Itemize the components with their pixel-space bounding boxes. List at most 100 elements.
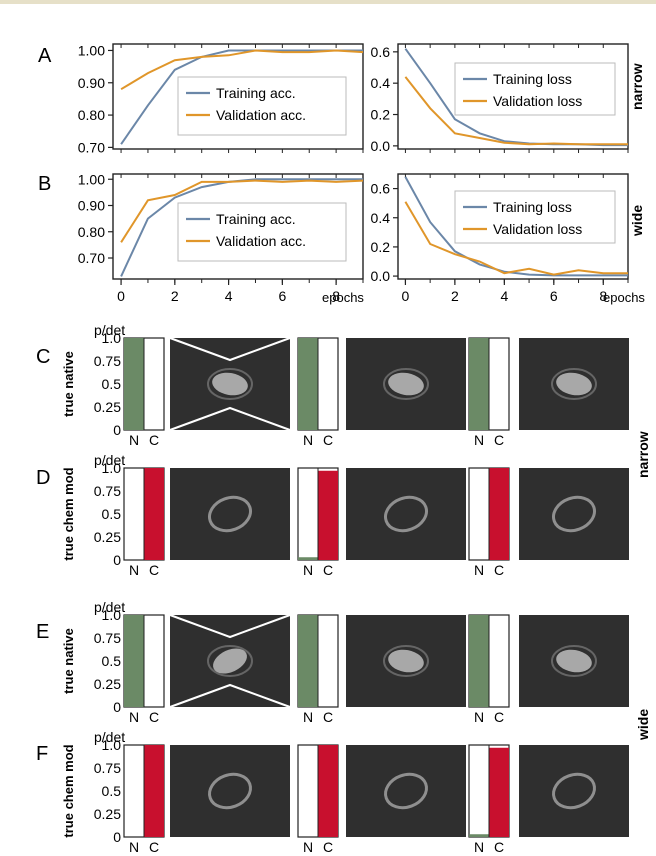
x-tick-label: 0	[117, 288, 125, 304]
bar-y-tick-label: 0	[113, 422, 121, 438]
legend-label: Validation acc.	[216, 107, 306, 123]
bar-y-tick-label: 0.75	[94, 353, 121, 369]
legend-box	[454, 62, 616, 116]
top-rule	[0, 0, 656, 4]
particle-blob	[556, 372, 592, 396]
bar-category-label: N	[129, 432, 139, 448]
bar-y-tick-label: 0.25	[94, 399, 121, 415]
series-line	[404, 176, 628, 277]
y-tick-label: 0.6	[371, 44, 391, 60]
bar-y-tick-label: 1.0	[102, 460, 122, 476]
bar-y-tick-label: 0.5	[102, 783, 122, 799]
bar-native	[469, 834, 489, 837]
x-unit-label-right: epochs	[603, 290, 645, 305]
line-chart-B-loss: 0.0 0.2 0.4 0.6 0 2 4 6 8 Training loss Validation…	[371, 173, 629, 304]
particle-ring	[208, 495, 252, 533]
bar-category-label: N	[474, 562, 484, 578]
axis-title: p/det	[94, 729, 125, 745]
bar-y-tick-label: 0	[113, 829, 121, 845]
crop-overlay-top	[169, 337, 291, 362]
row-side-label: true native	[61, 628, 76, 694]
legend-label: Training acc.	[216, 211, 296, 227]
bar-native	[124, 615, 144, 707]
bar-y-tick-label: 1.0	[102, 330, 122, 346]
bar-y-tick-label: 0.25	[94, 806, 121, 822]
plot-frame	[112, 173, 364, 280]
x-tick-label: 6	[278, 288, 286, 304]
legend-box	[177, 76, 347, 136]
bar-category-label: N	[129, 839, 139, 855]
bar-y-tick-label: 0.75	[94, 760, 121, 776]
particle-ring	[552, 495, 596, 533]
bar-native	[298, 615, 318, 707]
particle-ring	[552, 772, 596, 810]
y-tick-label: 0.90	[78, 198, 105, 214]
bar-y-tick-label: 0.5	[102, 653, 122, 669]
y-tick-label: 0.2	[371, 107, 391, 123]
x-tick-label: 2	[451, 288, 459, 304]
row-label-narrow-lines: narrow	[629, 63, 645, 110]
particle-outline	[383, 645, 429, 677]
bar-category-label: C	[494, 839, 504, 855]
y-tick-label: 0.70	[78, 250, 105, 266]
bar-native	[124, 338, 144, 430]
y-tick-label: 1.00	[78, 171, 105, 187]
bar-category-label: N	[129, 709, 139, 725]
particle-outline	[207, 645, 253, 677]
micrograph	[170, 468, 290, 560]
x-tick-label: 6	[550, 288, 558, 304]
micrograph	[346, 468, 466, 560]
legend-box	[177, 202, 347, 262]
row-label-wide-bars: wide	[635, 709, 651, 741]
x-tick-label: 4	[225, 288, 233, 304]
row-side-label: true chem mod	[61, 467, 76, 560]
y-tick-label: 0.80	[78, 107, 105, 123]
series-line	[404, 76, 628, 146]
particle-blob	[213, 648, 247, 674]
row-side-label: true chem mod	[61, 744, 76, 837]
x-tick-label: 4	[500, 288, 508, 304]
particle-blob	[556, 649, 592, 673]
row-side-label: true native	[61, 351, 76, 417]
y-tick-label: 0.0	[371, 138, 391, 154]
x-tick-label: 2	[171, 288, 179, 304]
bar-y-tick-label: 1.0	[102, 737, 122, 753]
bar-chem-mod	[318, 470, 338, 560]
bar-y-tick-label: 0.25	[94, 676, 121, 692]
y-tick-label: 0.90	[78, 75, 105, 91]
bar-native	[298, 557, 318, 560]
particle-blob	[388, 372, 424, 396]
bar-category-label: C	[323, 839, 333, 855]
panel-letter-A: A	[38, 45, 52, 67]
bar-category-label: C	[323, 432, 333, 448]
bar-native	[469, 615, 489, 707]
crop-overlay-bottom	[169, 406, 291, 431]
bar-category-label: N	[303, 839, 313, 855]
line-charts: 0.70 0.80 0.90 1.00 Training acc. Validation …	[78, 42, 629, 304]
legend-label: Training loss	[493, 199, 572, 215]
y-tick-label: 0.4	[371, 75, 391, 91]
panel-letter-D: D	[36, 467, 50, 489]
bar-category-label: N	[474, 709, 484, 725]
bar-category-label: N	[129, 562, 139, 578]
x-unit-label-left: epochs	[322, 290, 364, 305]
particle-blob	[212, 372, 248, 396]
bar-y-tick-label: 0.25	[94, 529, 121, 545]
bar-chem-mod	[144, 468, 164, 560]
y-tick-label: 1.00	[78, 42, 105, 58]
bar-y-tick-label: 0.5	[102, 506, 122, 522]
bar-category-label: C	[323, 709, 333, 725]
row-label-wide-lines: wide	[629, 205, 645, 237]
particle-outline	[551, 645, 597, 677]
legend-box	[454, 190, 616, 244]
plot-frame	[397, 173, 629, 280]
bar-category-label: C	[149, 709, 159, 725]
bar-category-label: N	[303, 432, 313, 448]
bar-chem-mod	[489, 468, 509, 560]
particle-blob	[388, 649, 424, 673]
bar-category-label: N	[474, 839, 484, 855]
